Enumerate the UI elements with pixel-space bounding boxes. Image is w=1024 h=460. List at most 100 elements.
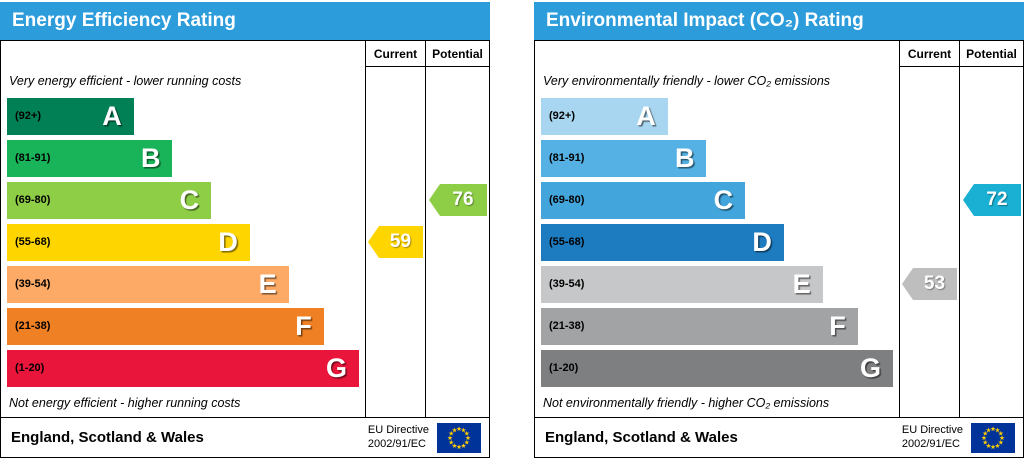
- band-row-a: (92+) A: [7, 95, 359, 137]
- band-row-a: (92+) A: [541, 95, 893, 137]
- potential-rating-arrow: 76: [429, 184, 487, 216]
- band-row-c: (69-80) C: [7, 179, 359, 221]
- potential-rating-arrow: 72: [963, 184, 1021, 216]
- band-letter: B: [674, 142, 695, 173]
- top-note: Very environmentally friendly - lower CO…: [543, 74, 831, 88]
- region-label: England, Scotland & Wales: [545, 429, 738, 446]
- band-bar-e: (39-54) E: [7, 265, 289, 303]
- panel-title: Energy Efficiency Rating: [12, 10, 236, 31]
- band-rows: (92+) A (81-91) B (69-80) C (55-68) D (39-54) E (2…: [7, 95, 359, 389]
- band-row-e: (39-54) E: [7, 263, 359, 305]
- band-letter: C: [713, 184, 734, 215]
- band-bar-f: (21-38) F: [541, 307, 858, 345]
- band-bar-g: (1-20) G: [7, 349, 359, 387]
- top-note: Very energy efficient - lower running co…: [9, 74, 242, 88]
- potential-column: 76: [425, 67, 489, 417]
- band-range: (92+): [15, 110, 41, 122]
- current-column-header: Current: [365, 41, 425, 67]
- band-row-g: (1-20) G: [7, 347, 359, 389]
- band-range: (39-54): [549, 278, 585, 290]
- band-range: (55-68): [549, 236, 585, 248]
- panel-title-bar: Environmental Impact (CO₂) Rating: [534, 2, 1024, 40]
- chart-body: Very environmentally friendly - lower CO…: [535, 67, 1023, 417]
- current-rating-arrow: 59: [368, 226, 423, 258]
- band-row-d: (55-68) D: [7, 221, 359, 263]
- band-bar-d: (55-68) D: [7, 223, 250, 261]
- columns-header-row: Current Potential: [1, 41, 489, 67]
- eu-flag-icon: [971, 422, 1015, 453]
- band-letter: D: [752, 226, 772, 257]
- band-letter: E: [258, 268, 277, 299]
- band-range: (81-91): [549, 152, 585, 164]
- co2-rating-chart: Current Potential Very environmentally f…: [534, 40, 1024, 418]
- band-letter: F: [829, 310, 846, 341]
- region-label: England, Scotland & Wales: [11, 429, 204, 446]
- band-row-b: (81-91) B: [7, 137, 359, 179]
- band-range: (55-68): [15, 236, 51, 248]
- eu-flag-stars: [447, 425, 471, 449]
- band-row-f: (21-38) F: [541, 305, 893, 347]
- band-range: (1-20): [549, 362, 579, 374]
- band-range: (69-80): [15, 194, 51, 206]
- band-bar-c: (69-80) C: [541, 181, 746, 219]
- band-bar-f: (21-38) F: [7, 307, 324, 345]
- band-letter: D: [218, 226, 238, 257]
- current-column: 59: [365, 67, 425, 417]
- band-range: (1-20): [15, 362, 45, 374]
- band-range: (21-38): [15, 320, 51, 332]
- energy-efficiency-panel: Energy Efficiency Rating Current Potenti…: [0, 2, 490, 458]
- band-row-g: (1-20) G: [541, 347, 893, 389]
- band-row-f: (21-38) F: [7, 305, 359, 347]
- band-range: (69-80): [549, 194, 585, 206]
- band-bar-c: (69-80) C: [7, 181, 212, 219]
- band-bar-b: (81-91) B: [541, 139, 707, 177]
- eu-directive-label: EU Directive 2002/91/EC: [902, 424, 963, 452]
- band-range: (39-54): [15, 278, 51, 290]
- band-bar-b: (81-91) B: [7, 139, 173, 177]
- band-row-c: (69-80) C: [541, 179, 893, 221]
- bottom-note: Not energy efficient - higher running co…: [9, 396, 241, 410]
- current-column-header: Current: [899, 41, 959, 67]
- potential-column: 72: [959, 67, 1023, 417]
- panel-title: Environmental Impact (CO₂) Rating: [546, 10, 864, 31]
- band-letter: A: [102, 100, 122, 131]
- columns-header-row: Current Potential: [535, 41, 1023, 67]
- current-rating-arrow: 53: [902, 268, 957, 300]
- panel-title-bar: Energy Efficiency Rating: [0, 2, 490, 40]
- band-area: Very energy efficient - lower running co…: [1, 67, 365, 417]
- potential-column-header: Potential: [425, 41, 489, 67]
- band-rows: (92+) A (81-91) B (69-80) C (55-68) D (39-54) E (2…: [541, 95, 893, 389]
- eu-directive-line2: 2002/91/EC: [901, 437, 960, 450]
- environmental-impact-panel: Environmental Impact (CO₂) Rating Curren…: [534, 2, 1024, 458]
- band-row-b: (81-91) B: [541, 137, 893, 179]
- chart-footer: England, Scotland & Wales EU Directive 2…: [534, 418, 1024, 458]
- band-bar-d: (55-68) D: [541, 223, 784, 261]
- band-area: Very environmentally friendly - lower CO…: [535, 67, 899, 417]
- band-letter: E: [792, 268, 811, 299]
- band-range: (81-91): [15, 152, 51, 164]
- band-letter: A: [636, 100, 656, 131]
- energy-rating-chart: Current Potential Very energy efficient …: [0, 40, 490, 418]
- band-letter: G: [859, 352, 881, 383]
- eu-directive-line1: EU Directive: [367, 423, 429, 436]
- band-range: (21-38): [549, 320, 585, 332]
- eu-flag-icon: [437, 422, 481, 453]
- bottom-note: Not environmentally friendly - higher CO…: [543, 396, 830, 410]
- current-column: 53: [899, 67, 959, 417]
- chart-footer: England, Scotland & Wales EU Directive 2…: [0, 418, 490, 458]
- band-bar-e: (39-54) E: [541, 265, 823, 303]
- chart-body: Very energy efficient - lower running co…: [1, 67, 489, 417]
- band-letter: C: [179, 184, 200, 215]
- bands-header-spacer: [535, 41, 899, 67]
- eu-directive-line2: 2002/91/EC: [367, 437, 426, 450]
- eu-directive-line1: EU Directive: [901, 423, 963, 436]
- band-row-d: (55-68) D: [541, 221, 893, 263]
- band-letter: B: [140, 142, 161, 173]
- band-row-e: (39-54) E: [541, 263, 893, 305]
- eu-directive-label: EU Directive 2002/91/EC: [368, 424, 429, 452]
- potential-column-header: Potential: [959, 41, 1023, 67]
- band-letter: F: [295, 310, 312, 341]
- band-bar-a: (92+) A: [7, 97, 134, 135]
- eu-flag-stars: [981, 425, 1005, 449]
- band-bar-g: (1-20) G: [541, 349, 893, 387]
